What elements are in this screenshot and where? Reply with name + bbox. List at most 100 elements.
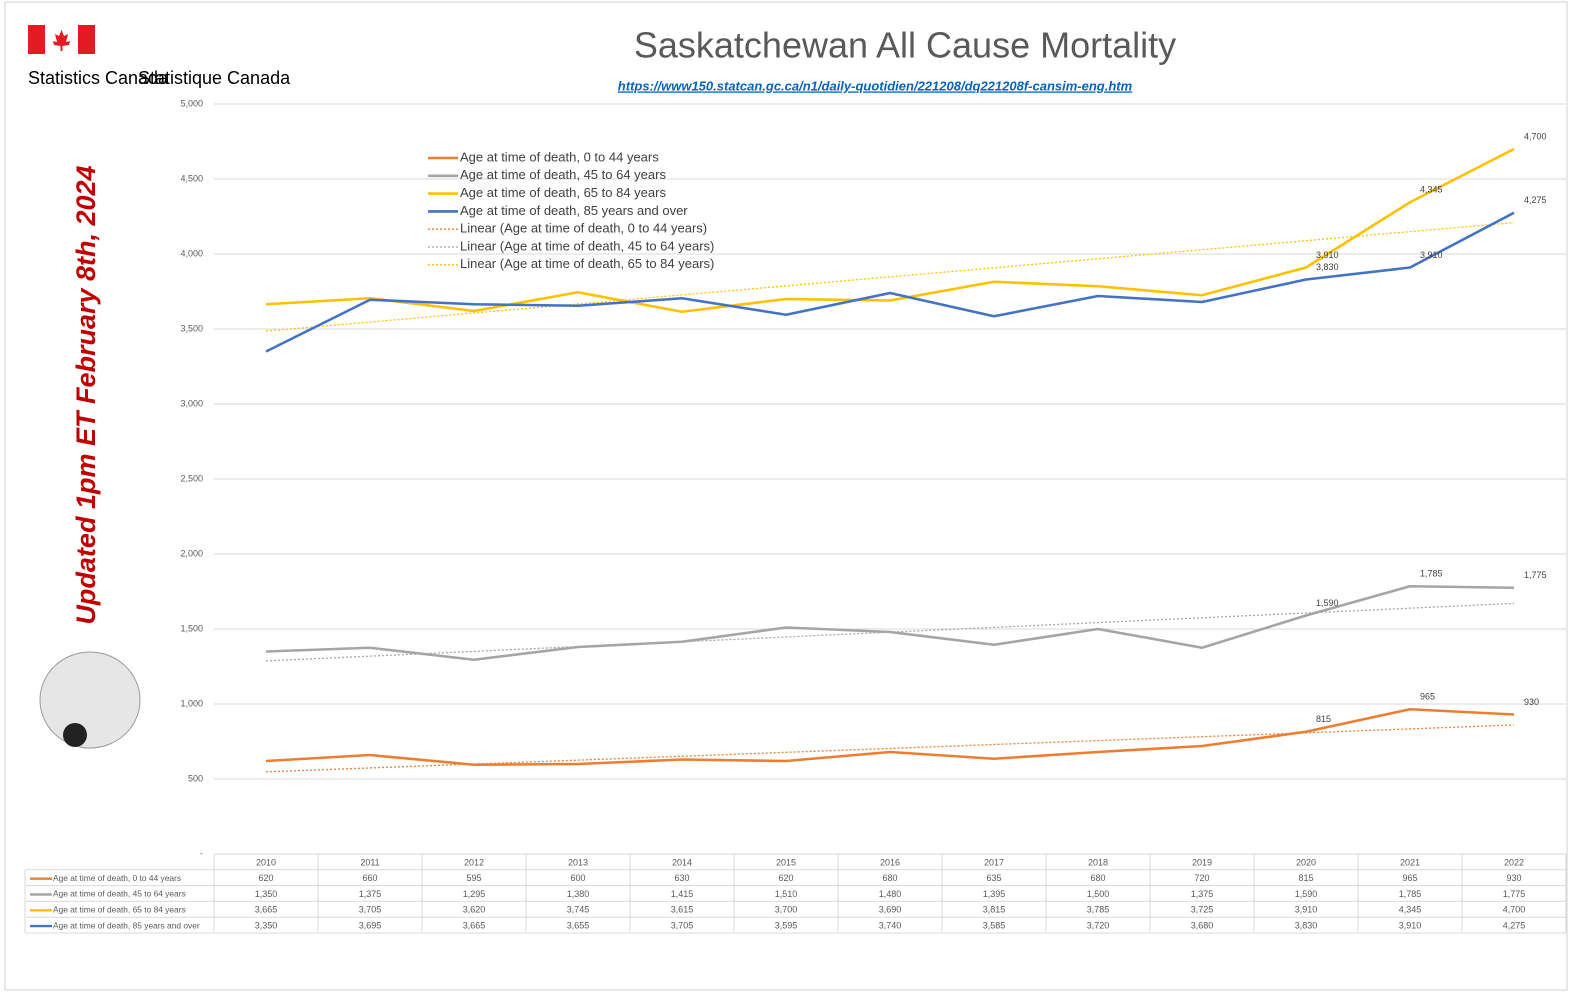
table-cell: 3,725 [1191,905,1214,915]
data-label: 965 [1420,692,1435,702]
data-label: 1,590 [1316,598,1339,608]
agency-fr: Statistique Canada [138,68,291,88]
flag [28,25,95,54]
table-cell: 620 [778,873,793,883]
legend-label: Linear (Age at time of death, 0 to 44 ye… [460,221,707,236]
table-row-label: Age at time of death, 85 years and over [53,920,200,930]
table-cell: 1,590 [1295,889,1318,899]
y-tick-label: 4,500 [180,173,203,183]
table-cell: 3,680 [1191,920,1214,930]
table-cell: 3,665 [463,920,486,930]
table-cell: 1,480 [879,889,902,899]
data-label: 4,345 [1420,185,1443,195]
table-cell: 3,910 [1295,905,1318,915]
table-cell: 1,375 [359,889,382,899]
x-tick-label: 2014 [672,857,692,867]
x-tick-label: 2022 [1504,857,1524,867]
chart: Statistics Canada Statistique Canada Upd… [0,0,1575,994]
table-cell: 3,705 [671,920,694,930]
table-cell: 1,295 [463,889,486,899]
table-row-label: Age at time of death, 0 to 44 years [53,873,181,883]
page: Statistics Canada Statistique Canada Upd… [0,0,1575,999]
table-cell: 3,690 [879,905,902,915]
y-tick-label: 500 [188,773,203,783]
data-label: 3,910 [1420,250,1443,260]
y-tick-label: 2,000 [180,548,203,558]
table-cell: 1,510 [775,889,798,899]
y-tick-label: 3,500 [180,323,203,333]
updated-note: Updated 1pm ET February 8th, 2024 [71,165,101,624]
x-tick-label: 2010 [256,857,276,867]
data-label: 1,785 [1420,569,1443,579]
table-cell: 3,350 [255,920,278,930]
table-cell: 4,700 [1503,905,1526,915]
data-label: 1,775 [1524,570,1547,580]
y-tick-label: - [200,848,203,858]
legend-label: Age at time of death, 85 years and over [460,203,688,218]
table-cell: 620 [258,873,273,883]
table-cell: 3,785 [1087,905,1110,915]
frame [5,2,1567,990]
y-tick-label: 1,000 [180,698,203,708]
table-cell: 595 [466,873,481,883]
table-cell: 3,695 [359,920,382,930]
y-tick-label: 1,500 [180,623,203,633]
legend-label: Linear (Age at time of death, 65 to 84 y… [460,256,714,271]
table-cell: 3,740 [879,920,902,930]
data-label: 4,700 [1524,131,1547,141]
table-cell: 3,745 [567,905,590,915]
table-row-label: Age at time of death, 45 to 64 years [53,889,186,899]
wolf-icon [40,652,140,748]
table-cell: 1,375 [1191,889,1214,899]
x-tick-label: 2019 [1192,857,1212,867]
table-cell: 3,700 [775,905,798,915]
table-cell: 1,785 [1399,889,1422,899]
table-cell: 660 [362,873,377,883]
table-cell: 4,275 [1503,920,1526,930]
table-cell: 3,615 [671,905,694,915]
table-cell: 1,415 [671,889,694,899]
table-cell: 3,815 [983,905,1006,915]
table-cell: 635 [986,873,1001,883]
table-cell: 680 [882,873,897,883]
table-cell: 1,775 [1503,889,1526,899]
table-cell: 3,620 [463,905,486,915]
table-cell: 680 [1090,873,1105,883]
x-tick-label: 2011 [360,857,379,867]
table-cell: 4,345 [1399,905,1422,915]
source-link[interactable]: https://www150.statcan.gc.ca/n1/daily-qu… [618,78,1133,93]
x-tick-label: 2020 [1296,857,1316,867]
table-cell: 3,655 [567,920,590,930]
table-row-label: Age at time of death, 65 to 84 years [53,905,186,915]
table-cell: 1,500 [1087,889,1110,899]
table-cell: 3,910 [1399,920,1422,930]
x-tick-label: 2012 [464,857,484,867]
data-label: 815 [1316,714,1331,724]
table-cell: 1,395 [983,889,1006,899]
legend-label: Age at time of death, 45 to 64 years [460,167,666,182]
x-tick-label: 2017 [984,857,1004,867]
table-cell: 815 [1298,873,1313,883]
table-cell: 1,350 [255,889,278,899]
x-tick-label: 2015 [776,857,796,867]
x-tick-label: 2013 [568,857,588,867]
y-tick-label: 3,000 [180,398,203,408]
legend-label: Linear (Age at time of death, 45 to 64 y… [460,238,714,253]
data-label: 3,830 [1316,262,1339,272]
table-cell: 1,380 [567,889,590,899]
y-tick-label: 2,500 [180,473,203,483]
table-cell: 3,830 [1295,920,1318,930]
legend-label: Age at time of death, 0 to 44 years [460,149,659,164]
table-cell: 630 [674,873,689,883]
table-cell: 930 [1506,873,1521,883]
data-label: 3,910 [1316,250,1339,260]
table-cell: 3,595 [775,920,798,930]
data-label: 4,275 [1524,195,1547,205]
y-tick-label: 5,000 [180,98,203,108]
table-cell: 3,705 [359,905,382,915]
table-cell: 965 [1402,873,1417,883]
data-label: 930 [1524,697,1539,707]
legend-label: Age at time of death, 65 to 84 years [460,185,666,200]
x-tick-label: 2021 [1400,857,1420,867]
table-cell: 3,720 [1087,920,1110,930]
